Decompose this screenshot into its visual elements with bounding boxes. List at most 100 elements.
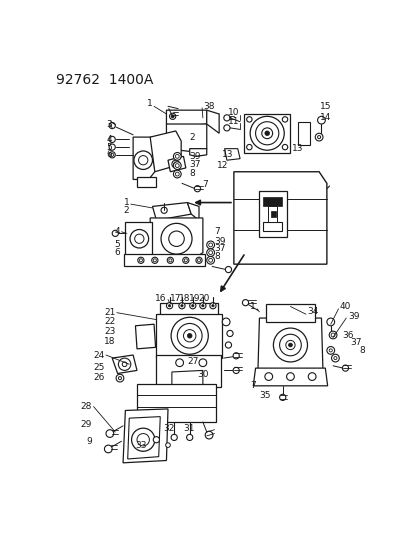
Text: 3: 3 [106, 119, 112, 128]
Text: 7: 7 [202, 180, 207, 189]
Polygon shape [135, 324, 155, 349]
Circle shape [184, 259, 187, 262]
Text: 39: 39 [189, 152, 201, 161]
Circle shape [288, 343, 292, 347]
Text: 27: 27 [187, 358, 198, 367]
Circle shape [225, 266, 231, 273]
Circle shape [171, 434, 177, 440]
Text: 31: 31 [183, 424, 195, 433]
Text: 2: 2 [123, 206, 129, 215]
Text: 15: 15 [319, 102, 330, 111]
Circle shape [282, 144, 287, 150]
Polygon shape [206, 110, 218, 133]
Circle shape [110, 154, 114, 156]
Circle shape [153, 437, 159, 443]
Polygon shape [150, 218, 202, 260]
Circle shape [197, 259, 200, 262]
Circle shape [175, 155, 179, 158]
Circle shape [205, 431, 212, 439]
Circle shape [223, 115, 230, 121]
Circle shape [104, 445, 112, 453]
Circle shape [308, 373, 315, 381]
Circle shape [211, 304, 214, 307]
Circle shape [208, 259, 212, 262]
Text: 20: 20 [198, 294, 210, 303]
Bar [271, 211, 275, 217]
Text: 37: 37 [214, 244, 225, 253]
Circle shape [109, 152, 115, 158]
Polygon shape [224, 149, 240, 160]
Text: 39: 39 [214, 237, 225, 246]
Polygon shape [297, 122, 309, 145]
Text: 26: 26 [93, 373, 104, 382]
Circle shape [131, 428, 154, 451]
Polygon shape [125, 222, 152, 256]
Circle shape [209, 303, 216, 309]
Text: 92762  1400A: 92762 1400A [55, 73, 153, 87]
Text: 17: 17 [170, 294, 181, 303]
Circle shape [264, 373, 272, 381]
Circle shape [223, 125, 230, 131]
Circle shape [208, 243, 212, 247]
Circle shape [168, 304, 170, 307]
Circle shape [177, 324, 202, 348]
Circle shape [187, 334, 192, 338]
Circle shape [167, 257, 173, 263]
Text: 24: 24 [93, 351, 104, 360]
Circle shape [130, 230, 148, 248]
Text: 18: 18 [104, 337, 115, 346]
Polygon shape [112, 355, 137, 374]
Text: 36: 36 [342, 330, 353, 340]
Circle shape [226, 330, 233, 336]
Polygon shape [123, 409, 168, 463]
Circle shape [246, 117, 252, 122]
Text: 8: 8 [189, 169, 195, 178]
Circle shape [328, 331, 336, 339]
Text: 37: 37 [189, 160, 201, 169]
Circle shape [326, 346, 334, 354]
Text: 10: 10 [227, 108, 239, 117]
Polygon shape [137, 384, 216, 422]
Text: 1: 1 [146, 100, 152, 109]
Circle shape [233, 353, 239, 359]
Circle shape [326, 318, 334, 326]
Circle shape [118, 377, 121, 379]
Circle shape [122, 362, 127, 367]
Circle shape [191, 304, 194, 307]
Circle shape [176, 359, 183, 367]
Circle shape [285, 341, 294, 350]
Polygon shape [233, 172, 326, 264]
Text: 37: 37 [349, 338, 361, 347]
Circle shape [333, 357, 336, 360]
Circle shape [134, 234, 144, 244]
Polygon shape [168, 156, 185, 172]
Text: 28: 28 [81, 402, 92, 411]
Circle shape [171, 160, 179, 168]
Circle shape [112, 230, 118, 237]
Text: 30: 30 [197, 370, 209, 379]
Circle shape [173, 161, 181, 169]
Text: 4: 4 [106, 135, 112, 144]
Text: 5: 5 [106, 143, 112, 151]
Text: 23: 23 [104, 327, 115, 336]
Circle shape [175, 164, 179, 167]
Polygon shape [156, 314, 222, 358]
Text: 12: 12 [216, 161, 228, 170]
Polygon shape [152, 203, 191, 220]
Text: 34: 34 [307, 308, 318, 317]
Circle shape [186, 434, 192, 440]
Text: 1: 1 [123, 198, 129, 207]
Circle shape [109, 136, 115, 142]
Text: 11: 11 [227, 117, 239, 126]
Text: 13: 13 [222, 150, 233, 159]
Circle shape [255, 122, 278, 145]
Circle shape [206, 256, 214, 264]
Text: 6: 6 [106, 150, 112, 159]
Text: 9: 9 [86, 437, 92, 446]
Polygon shape [253, 368, 327, 386]
Circle shape [249, 116, 284, 150]
Circle shape [109, 144, 115, 150]
Circle shape [317, 135, 320, 139]
Polygon shape [257, 318, 322, 372]
Text: 4: 4 [114, 227, 120, 236]
